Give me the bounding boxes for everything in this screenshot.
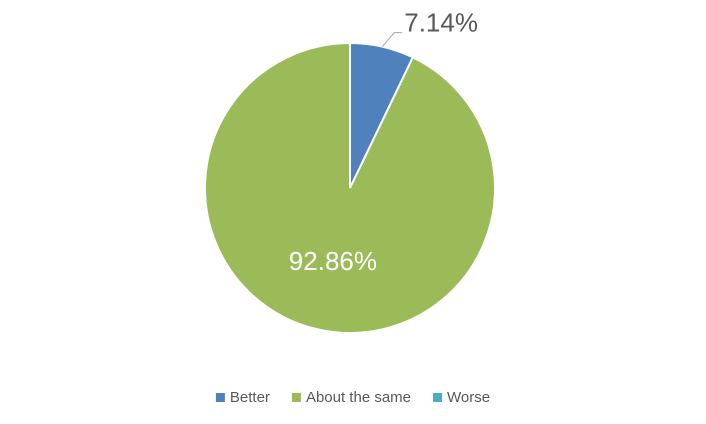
legend-marker — [433, 393, 443, 402]
legend-label: About the same — [306, 389, 411, 406]
legend-marker — [215, 393, 225, 402]
pie-slice — [204, 41, 496, 334]
data-label: 7.14% — [404, 8, 478, 38]
data-label: 92.86% — [289, 246, 377, 276]
leader-line — [381, 32, 403, 47]
legend-label: Better — [230, 389, 270, 406]
legend-marker — [291, 393, 301, 402]
legend-label: Worse — [447, 389, 490, 406]
